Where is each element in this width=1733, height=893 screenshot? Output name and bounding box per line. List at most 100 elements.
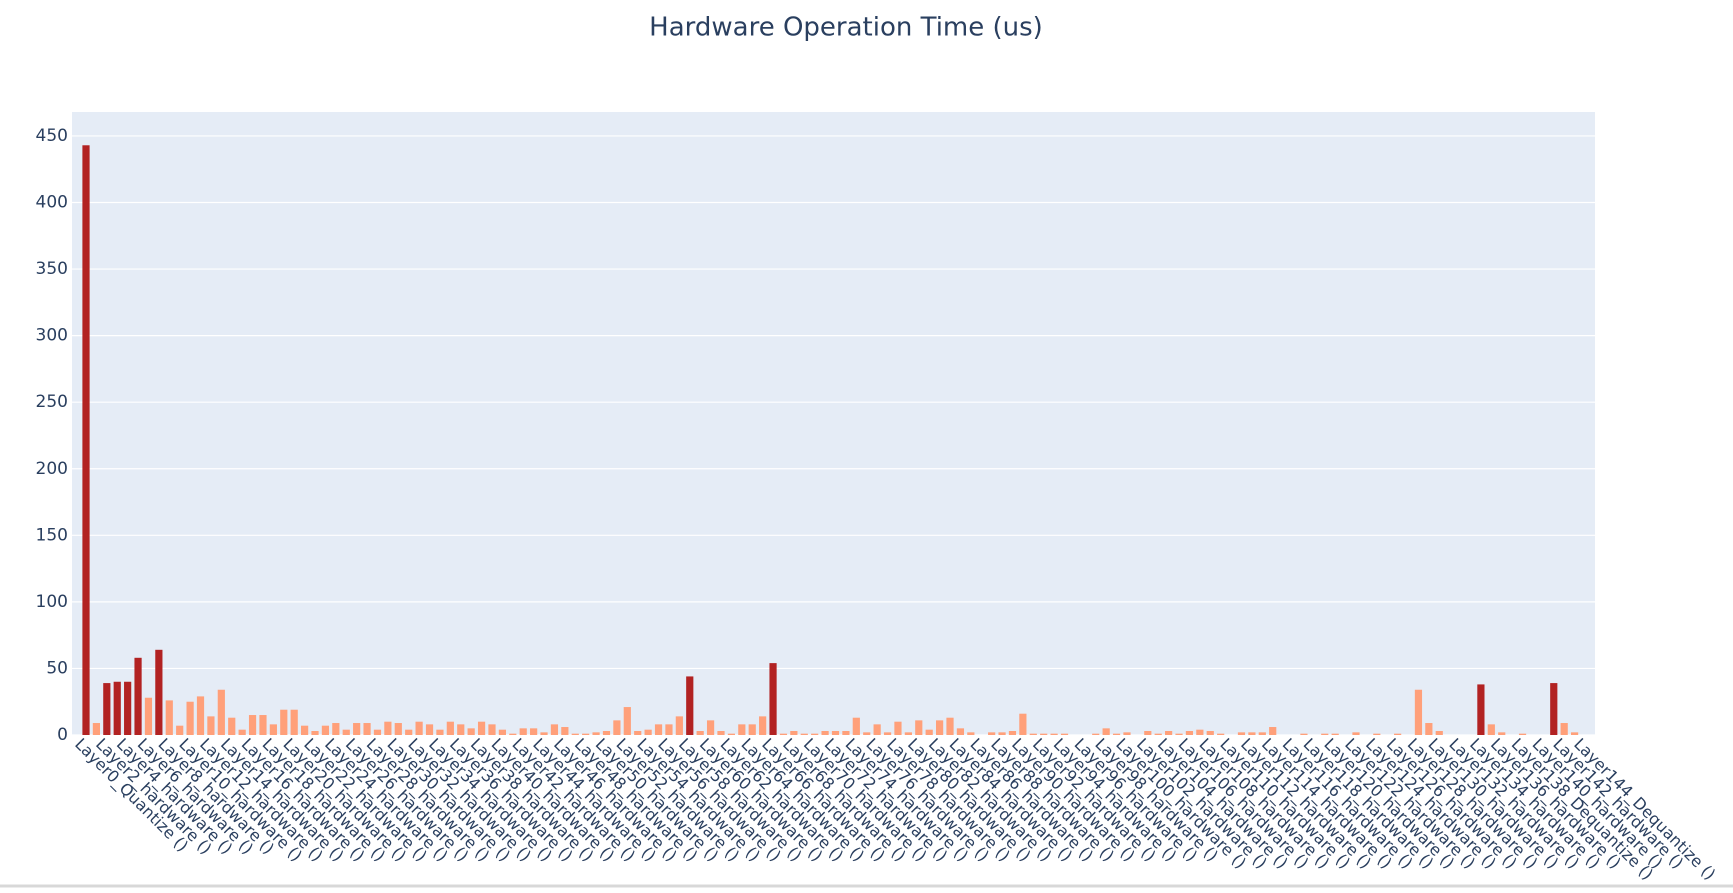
bar [654, 724, 663, 735]
bar [1206, 731, 1214, 735]
bar [821, 731, 829, 735]
bar [353, 723, 361, 735]
bar [1560, 723, 1568, 735]
bar [1425, 723, 1433, 735]
bar [1414, 689, 1423, 735]
bar [176, 725, 184, 735]
bar [207, 716, 215, 735]
bar [280, 709, 288, 735]
bar [1352, 732, 1360, 735]
bar [894, 721, 902, 735]
bar [946, 717, 954, 735]
bar [1185, 731, 1194, 735]
bar [238, 729, 246, 735]
bar [134, 657, 142, 735]
bar [550, 724, 559, 735]
bar [196, 696, 205, 735]
bar [1498, 732, 1506, 735]
bar [259, 715, 267, 735]
bar [165, 700, 173, 735]
y-tick-label: 300 [36, 326, 68, 346]
bar [248, 715, 257, 735]
bar [852, 717, 860, 735]
y-tick-label: 400 [36, 193, 68, 213]
bar [998, 732, 1006, 735]
bar [706, 720, 715, 735]
bar [665, 724, 673, 735]
bar [1112, 733, 1121, 735]
bar [811, 733, 819, 735]
bar [425, 724, 434, 735]
bar [727, 733, 736, 735]
bar [738, 724, 746, 735]
bar [467, 728, 475, 735]
bar [571, 733, 579, 735]
bar [1196, 729, 1204, 735]
bar [342, 729, 350, 735]
bar [301, 725, 309, 735]
bars [82, 145, 1579, 735]
bar [967, 732, 975, 735]
bar [1237, 732, 1246, 735]
bar [540, 732, 548, 735]
bar [144, 697, 153, 735]
bar [1550, 683, 1558, 735]
plot-area [72, 112, 1595, 735]
chart-title: Hardware Operation Time (us) [649, 13, 1043, 43]
bar [1092, 733, 1100, 735]
bar [1008, 731, 1017, 735]
bar [488, 724, 496, 735]
bar [748, 724, 756, 735]
y-tick-label: 200 [36, 459, 68, 479]
bar [842, 731, 850, 735]
bar [1175, 733, 1183, 735]
bar [915, 720, 923, 735]
bar [1019, 713, 1027, 735]
bar [717, 731, 725, 735]
bar [82, 145, 90, 735]
y-tick-label: 0 [57, 725, 68, 745]
bar [92, 723, 101, 735]
bar [509, 733, 517, 735]
bar [446, 721, 454, 735]
bar [1050, 733, 1058, 735]
y-tick-label: 100 [36, 592, 68, 612]
bar [1165, 731, 1173, 735]
bar [1029, 733, 1037, 735]
bar [561, 727, 569, 735]
bar [519, 728, 527, 735]
bar [530, 728, 538, 735]
bar [1248, 732, 1256, 735]
bar [321, 725, 330, 735]
bar [1154, 733, 1162, 735]
bar [228, 717, 236, 735]
bar [831, 731, 840, 735]
bar [1102, 728, 1110, 735]
bar [988, 732, 996, 735]
y-tick-label: 150 [36, 525, 68, 545]
bar [311, 731, 319, 735]
bar [1477, 684, 1485, 735]
bar [1373, 733, 1381, 735]
bar [269, 724, 277, 735]
y-tick-label: 250 [36, 392, 68, 412]
bar [1300, 733, 1308, 735]
bar [113, 681, 121, 735]
bar [602, 731, 611, 735]
bar [790, 731, 798, 735]
bar [1258, 732, 1266, 735]
bar [394, 723, 402, 735]
bar [696, 731, 704, 735]
bar [759, 716, 767, 735]
bar [613, 720, 621, 735]
bar [800, 733, 808, 735]
bar [686, 676, 694, 735]
bar [863, 732, 871, 735]
bar [956, 728, 965, 735]
bar [1487, 724, 1495, 735]
bar [925, 729, 933, 735]
bar [103, 683, 111, 735]
bar [1060, 733, 1069, 735]
bar [124, 681, 132, 735]
bar [186, 701, 194, 735]
